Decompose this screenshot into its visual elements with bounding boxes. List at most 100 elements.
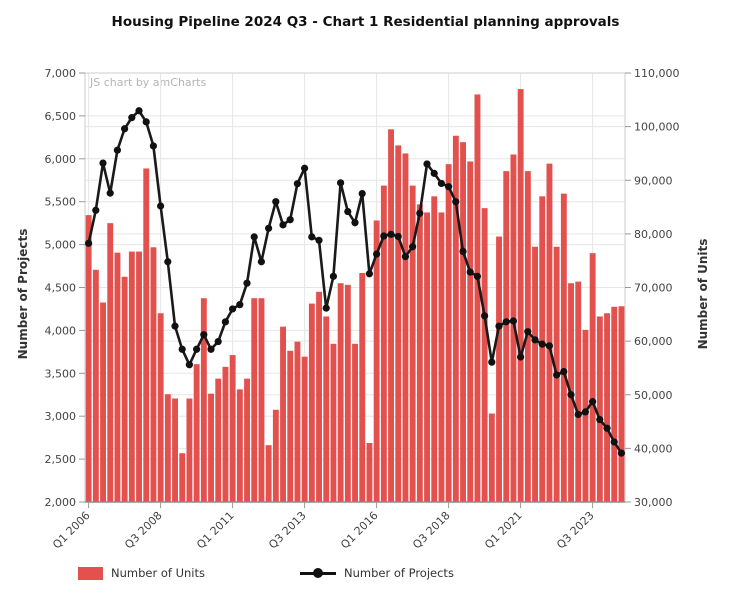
bar[interactable] [121,276,128,502]
data-point[interactable] [265,224,273,232]
bar[interactable] [481,208,488,502]
bar[interactable] [409,185,416,503]
data-point[interactable] [301,164,309,172]
bar[interactable] [157,313,164,502]
data-point[interactable] [617,449,626,457]
bar[interactable] [380,185,387,503]
bar[interactable] [496,236,502,502]
bar[interactable] [517,89,524,503]
bar[interactable] [136,251,142,502]
data-point[interactable] [344,207,352,216]
bar[interactable] [395,145,402,503]
bar[interactable] [179,453,186,502]
data-point[interactable] [365,270,373,278]
data-point[interactable] [517,353,525,361]
bar[interactable] [618,306,625,502]
data-point[interactable] [207,345,215,353]
data-point[interactable] [99,159,107,167]
data-point[interactable] [308,233,316,241]
data-point[interactable] [466,268,474,276]
data-point[interactable] [373,250,381,258]
bar[interactable] [100,302,106,502]
bar[interactable] [337,283,344,502]
bar[interactable] [344,284,351,502]
bar[interactable] [460,142,466,502]
data-point[interactable] [394,232,402,241]
data-point[interactable] [157,202,165,210]
data-point[interactable] [560,367,568,376]
amcharts-watermark[interactable]: JS chart by amCharts [90,76,207,89]
bar[interactable] [532,246,538,502]
data-point[interactable] [221,318,229,326]
data-point[interactable] [574,410,582,419]
data-point[interactable] [452,198,460,206]
data-point[interactable] [387,230,395,238]
bar[interactable] [150,247,157,502]
bar[interactable] [287,350,294,502]
data-point[interactable] [236,301,244,309]
bar[interactable] [467,161,474,502]
bar[interactable] [172,398,178,502]
data-point[interactable] [171,322,179,330]
bar[interactable] [416,204,423,502]
bar[interactable] [251,298,258,502]
data-point[interactable] [337,179,345,187]
data-point[interactable] [200,331,208,339]
data-point[interactable] [243,279,251,287]
bar[interactable] [402,153,409,502]
bar[interactable] [560,193,567,502]
bar[interactable] [546,163,553,502]
data-point[interactable] [92,206,100,214]
bar[interactable] [229,355,236,502]
bar[interactable] [323,316,330,502]
data-point[interactable] [214,337,222,346]
bar[interactable] [474,94,481,502]
bar[interactable] [128,251,135,502]
bar[interactable] [236,389,243,502]
data-point[interactable] [358,189,366,198]
data-point[interactable] [567,391,575,399]
data-point[interactable] [272,198,280,206]
bar[interactable] [330,343,337,502]
data-point[interactable] [279,221,287,229]
bar[interactable] [503,171,510,503]
data-point[interactable] [121,125,129,133]
data-point[interactable] [322,304,330,312]
data-point[interactable] [193,345,201,353]
bar[interactable] [611,306,618,502]
data-point[interactable] [135,107,143,115]
bar[interactable] [280,326,286,502]
bar[interactable] [445,164,452,502]
legend-item-units[interactable]: Number of Units [78,565,205,581]
bar[interactable] [143,168,150,502]
bar[interactable] [114,252,121,502]
bar[interactable] [186,398,193,502]
data-point[interactable] [495,322,503,330]
bar[interactable] [366,443,373,502]
data-point[interactable] [596,416,604,424]
bar[interactable] [359,273,366,502]
bar[interactable] [589,253,596,502]
bar[interactable] [200,298,207,502]
data-point[interactable] [531,336,539,344]
data-point[interactable] [423,160,431,168]
data-point[interactable] [409,243,417,251]
data-point[interactable] [416,209,424,217]
bar[interactable] [272,409,279,502]
bar[interactable] [352,343,358,502]
bar[interactable] [265,445,272,502]
bar[interactable] [222,366,229,502]
data-point[interactable] [149,142,157,150]
data-point[interactable] [178,345,186,353]
data-point[interactable] [502,318,510,326]
bar[interactable] [308,303,315,502]
data-point[interactable] [437,179,445,188]
data-point[interactable] [481,312,489,320]
data-point[interactable] [401,253,409,261]
bar[interactable] [582,329,589,502]
bar[interactable] [258,298,265,502]
bar[interactable] [539,196,546,502]
bar[interactable] [488,413,495,502]
data-point[interactable] [603,424,611,432]
legend-item-projects[interactable]: Number of Projects [300,565,454,581]
